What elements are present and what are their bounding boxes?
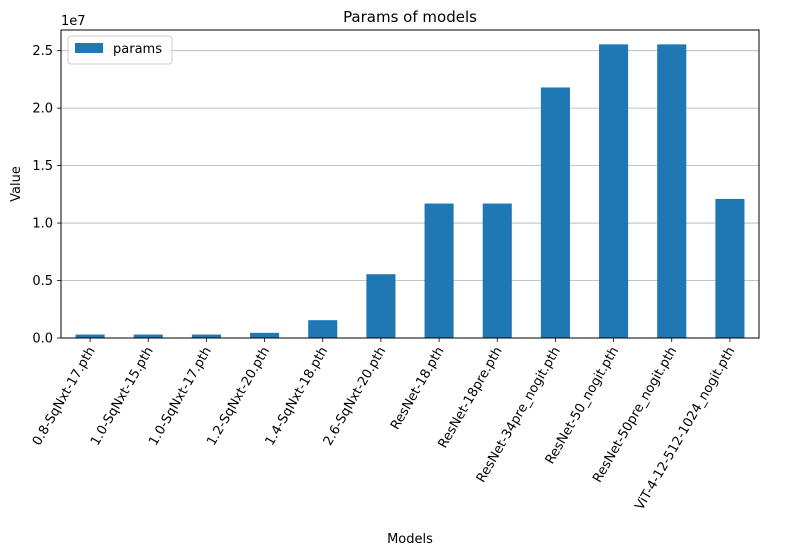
legend-swatch (75, 43, 103, 53)
y-tick-label: 2.0 (32, 102, 53, 117)
y-tick-label: 0.0 (32, 332, 53, 347)
bar (657, 44, 687, 339)
legend: params (67, 35, 173, 65)
bar (482, 203, 512, 338)
legend-label: params (113, 42, 162, 57)
bar (191, 334, 221, 338)
x-axis-label: Models (387, 532, 433, 547)
bar (366, 274, 396, 338)
y-tick-label: 1.5 (32, 159, 53, 174)
bar (715, 198, 745, 338)
bar (75, 334, 105, 338)
plot-frame (60, 29, 760, 339)
bar (599, 44, 629, 339)
y-tick-label: 0.5 (32, 274, 53, 289)
y-tick-label: 1.0 (32, 217, 53, 232)
bar (308, 320, 338, 338)
bar (424, 203, 454, 338)
bar (133, 334, 163, 338)
y-axis-label: Value (9, 166, 24, 202)
y-scale-note: 1e7 (61, 14, 86, 29)
bar (540, 87, 570, 339)
bar (250, 332, 280, 338)
bars (75, 44, 745, 339)
chart-title: Params of models (343, 8, 477, 26)
grid (61, 50, 759, 281)
y-tick-label: 2.5 (32, 44, 53, 59)
y-axis-ticks: 0.0 0.5 1.0 1.5 2.0 2.5 (32, 44, 61, 347)
